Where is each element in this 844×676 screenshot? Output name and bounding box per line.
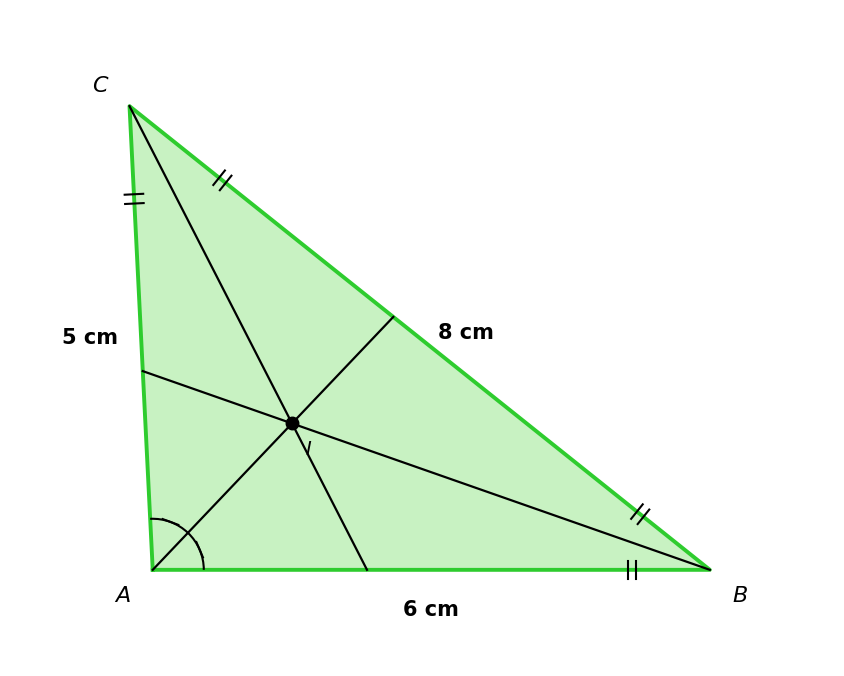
Polygon shape (129, 106, 710, 570)
Text: B: B (732, 586, 747, 606)
Text: A: A (116, 586, 131, 606)
Text: C: C (92, 76, 107, 96)
Text: 8 cm: 8 cm (438, 323, 494, 343)
Text: 5 cm: 5 cm (62, 328, 118, 348)
Text: I: I (306, 440, 311, 459)
Text: 6 cm: 6 cm (403, 600, 459, 619)
